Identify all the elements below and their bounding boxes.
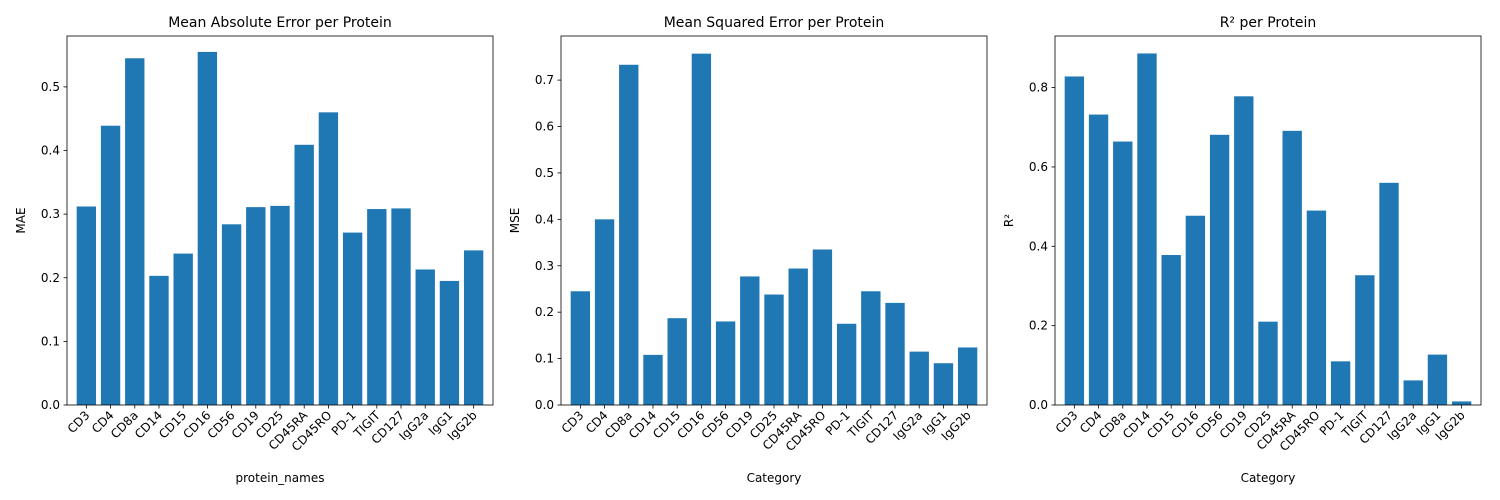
bar-CD8a: [125, 58, 145, 406]
bar-CD45RO: [1306, 210, 1327, 405]
mse-subplot: Mean Squared Error per Protein Category …: [508, 15, 988, 485]
y-tick-label: 0.4: [41, 144, 60, 158]
bar-CD45RA: [294, 144, 314, 406]
bar-CD3: [76, 206, 97, 405]
y-tick-label: 0.4: [535, 212, 554, 226]
x-axis-label: Category: [1241, 471, 1296, 485]
y-tick-label: 0.0: [41, 398, 60, 412]
bar-CD127: [391, 208, 411, 405]
x-axis-label: Category: [747, 471, 802, 485]
bar-IgG1: [1427, 354, 1448, 405]
bar-IgG2b: [957, 347, 978, 405]
bar-IgG2b: [463, 250, 484, 405]
bar-IgG2a: [1403, 380, 1423, 405]
bar-CD8a: [1113, 141, 1133, 406]
y-tick-label: 0.3: [41, 207, 60, 221]
bar-CD4: [1088, 114, 1109, 405]
y-tick-label: 0.0: [535, 398, 554, 412]
y-axis-label: MAE: [14, 207, 28, 233]
y-tick-label: 0.2: [535, 305, 554, 319]
bar-CD56: [221, 224, 242, 405]
bar-PD-1: [342, 232, 363, 405]
bar-CD3: [1064, 76, 1085, 405]
bar-CD45RA: [1282, 130, 1302, 405]
bar-CD4: [594, 219, 615, 405]
bar-IgG1: [439, 280, 460, 405]
bar-CD8a: [619, 64, 639, 405]
y-tick-label: 0.6: [535, 120, 554, 134]
y-tick-label: 0.6: [1029, 160, 1048, 174]
bar-PD-1: [1330, 361, 1351, 405]
bar-CD16: [197, 51, 218, 405]
bar-CD25: [1258, 321, 1278, 405]
y-axis-label: R²: [1002, 214, 1016, 227]
bar-CD127: [885, 302, 905, 405]
plot-marks: CD3CD4CD8aCD14CD15CD16CD56CD19CD25CD45RA…: [41, 35, 494, 454]
y-tick-label: 0.7: [535, 73, 554, 87]
subplot-title: R² per Protein: [1220, 15, 1317, 31]
bar-CD16: [1185, 215, 1206, 405]
y-tick-label: 0.2: [41, 271, 60, 285]
bar-CD15: [1161, 255, 1181, 405]
bar-IgG1: [933, 363, 954, 405]
bar-CD14: [149, 275, 169, 405]
bar-CD25: [764, 294, 784, 405]
subplot-title: Mean Absolute Error per Protein: [168, 15, 392, 31]
y-tick-label: 0.4: [1029, 239, 1048, 253]
bar-TIGIT: [1355, 275, 1375, 405]
bar-CD56: [1209, 134, 1230, 406]
y-tick-label: 0.5: [41, 80, 60, 94]
bar-IgG2b: [1451, 401, 1472, 405]
bar-CD19: [740, 276, 760, 405]
bar-CD14: [1137, 53, 1157, 406]
y-tick-label: 0.0: [1029, 398, 1048, 412]
y-tick-label: 0.8: [1029, 81, 1048, 95]
bar-CD19: [1234, 96, 1254, 405]
bar-CD45RO: [318, 112, 339, 405]
bar-CD56: [715, 321, 736, 405]
bar-CD15: [173, 253, 193, 405]
bar-PD-1: [836, 323, 857, 405]
bar-CD16: [691, 53, 712, 405]
bar-CD25: [270, 205, 290, 405]
bar-CD45RO: [812, 249, 833, 405]
bar-CD14: [643, 354, 663, 405]
bar-CD45RA: [788, 268, 808, 405]
bar-CD4: [100, 125, 121, 406]
bar-TIGIT: [367, 209, 387, 405]
bar-CD127: [1379, 182, 1399, 405]
y-axis-label: MSE: [508, 208, 522, 234]
bar-IgG2a: [909, 351, 929, 405]
y-tick-label: 0.1: [41, 334, 60, 348]
y-tick-label: 0.2: [1029, 319, 1048, 333]
y-tick-label: 0.3: [535, 259, 554, 273]
mae-subplot: Mean Absolute Error per Protein protein_…: [14, 15, 494, 485]
y-tick-label: 0.1: [535, 352, 554, 366]
y-tick-label: 0.5: [535, 166, 554, 180]
bar-TIGIT: [861, 291, 881, 405]
x-axis-label: protein_names: [236, 471, 325, 485]
subplot-title: Mean Squared Error per Protein: [664, 15, 885, 31]
bar-CD15: [667, 318, 687, 405]
plot-marks: CD3CD4CD8aCD14CD15CD16CD56CD19CD25CD45RA…: [535, 35, 988, 454]
bar-CD3: [570, 291, 591, 405]
bar-CD19: [246, 207, 266, 405]
bar-IgG2a: [415, 269, 435, 405]
